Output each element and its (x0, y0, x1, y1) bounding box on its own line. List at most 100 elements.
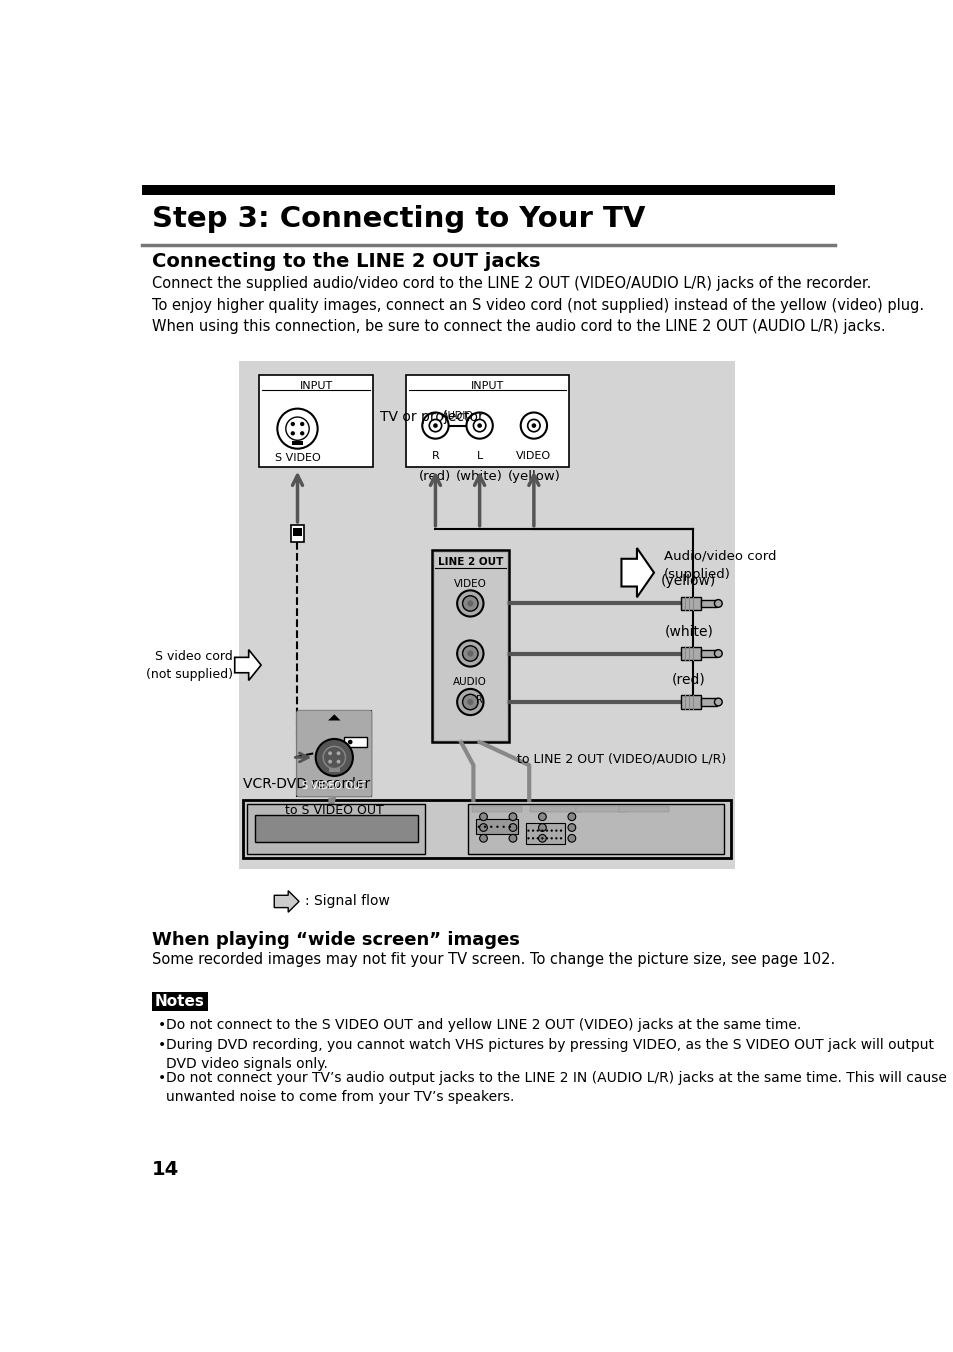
Text: •: • (158, 1038, 166, 1052)
Bar (472, 806, 521, 813)
Circle shape (291, 431, 294, 435)
Circle shape (502, 826, 504, 827)
Circle shape (567, 834, 575, 842)
Bar (406, 375, 568, 468)
Circle shape (509, 834, 517, 842)
Circle shape (456, 690, 483, 715)
Text: Some recorded images may not fit your TV screen. To change the picture size, see: Some recorded images may not fit your TV… (152, 952, 834, 967)
Bar (293, 529, 302, 535)
Circle shape (467, 650, 473, 657)
Bar (468, 803, 723, 853)
Bar (291, 525, 303, 542)
Circle shape (299, 422, 304, 426)
Bar (680, 646, 700, 660)
Circle shape (467, 600, 473, 607)
Text: (yellow): (yellow) (660, 575, 716, 588)
Bar (618, 806, 669, 813)
Text: S VIDEO: S VIDEO (274, 453, 320, 462)
Circle shape (567, 823, 575, 831)
Bar (525, 823, 564, 845)
Text: VCR-DVD recorder: VCR-DVD recorder (243, 776, 370, 791)
Bar (434, 552, 506, 740)
Circle shape (496, 826, 498, 827)
Text: (red): (red) (671, 672, 705, 687)
Polygon shape (620, 548, 654, 598)
Circle shape (467, 699, 473, 706)
Text: INPUT: INPUT (470, 381, 503, 391)
Circle shape (520, 412, 546, 438)
Circle shape (429, 419, 441, 431)
Bar (297, 711, 371, 796)
Circle shape (479, 834, 487, 842)
Circle shape (537, 823, 546, 831)
Text: (red): (red) (419, 470, 451, 483)
Circle shape (508, 826, 511, 827)
Text: VIDEO: VIDEO (454, 579, 486, 589)
Text: LINE 2 OUT: LINE 2 OUT (437, 557, 502, 568)
Text: R: R (476, 695, 482, 706)
Text: Notes: Notes (154, 994, 205, 1009)
Text: Step 3: Connecting to Your TV: Step 3: Connecting to Your TV (152, 204, 644, 233)
Bar (247, 803, 425, 853)
Circle shape (433, 423, 437, 427)
Bar (239, 361, 735, 869)
Circle shape (291, 422, 294, 426)
Circle shape (550, 829, 553, 831)
Polygon shape (328, 714, 340, 721)
Circle shape (299, 431, 304, 435)
Circle shape (476, 423, 481, 427)
Circle shape (555, 837, 557, 840)
Circle shape (559, 829, 561, 831)
Circle shape (348, 740, 353, 745)
Text: to S VIDEO OUT: to S VIDEO OUT (285, 803, 383, 817)
Circle shape (532, 829, 534, 831)
Circle shape (479, 823, 487, 831)
Text: (white): (white) (663, 625, 713, 638)
Bar (476, 819, 517, 834)
Text: Do not connect to the S VIDEO OUT and yellow LINE 2 OUT (VIDEO) jacks at the sam: Do not connect to the S VIDEO OUT and ye… (166, 1018, 801, 1033)
Circle shape (532, 837, 534, 840)
Text: During DVD recording, you cannot watch VHS pictures by pressing VIDEO, as the S : During DVD recording, you cannot watch V… (166, 1038, 933, 1071)
Circle shape (567, 813, 575, 821)
Circle shape (462, 695, 477, 710)
Text: •: • (158, 1071, 166, 1084)
Text: •: • (158, 1018, 166, 1033)
Bar (680, 695, 700, 708)
Circle shape (422, 412, 448, 438)
FancyBboxPatch shape (296, 711, 372, 796)
Bar (292, 441, 303, 445)
Circle shape (277, 408, 317, 449)
Circle shape (527, 829, 529, 831)
Circle shape (509, 813, 517, 821)
Circle shape (336, 760, 340, 764)
Text: Connecting to the LINE 2 OUT jacks: Connecting to the LINE 2 OUT jacks (152, 251, 539, 270)
Bar (243, 800, 731, 857)
Circle shape (336, 752, 340, 756)
Text: (yellow): (yellow) (507, 470, 559, 483)
Circle shape (490, 826, 492, 827)
Text: Audio/video cord
(supplied): Audio/video cord (supplied) (663, 549, 776, 580)
Bar (431, 549, 509, 742)
Bar (576, 806, 626, 813)
Circle shape (714, 650, 721, 657)
Text: AUDIO: AUDIO (441, 411, 473, 420)
Circle shape (537, 813, 546, 821)
Circle shape (473, 419, 485, 431)
Text: TV or projector: TV or projector (379, 410, 483, 425)
Text: L: L (476, 452, 482, 461)
Circle shape (462, 646, 477, 661)
Text: INPUT: INPUT (299, 381, 333, 391)
Circle shape (550, 837, 553, 840)
Circle shape (323, 746, 345, 768)
Circle shape (559, 837, 561, 840)
Bar (344, 737, 367, 748)
Polygon shape (234, 650, 261, 680)
Circle shape (540, 837, 543, 840)
Circle shape (714, 698, 721, 706)
Circle shape (286, 416, 309, 441)
Circle shape (315, 740, 353, 776)
Bar (258, 375, 373, 468)
Circle shape (527, 419, 539, 431)
Bar (530, 806, 579, 813)
Circle shape (456, 591, 483, 617)
